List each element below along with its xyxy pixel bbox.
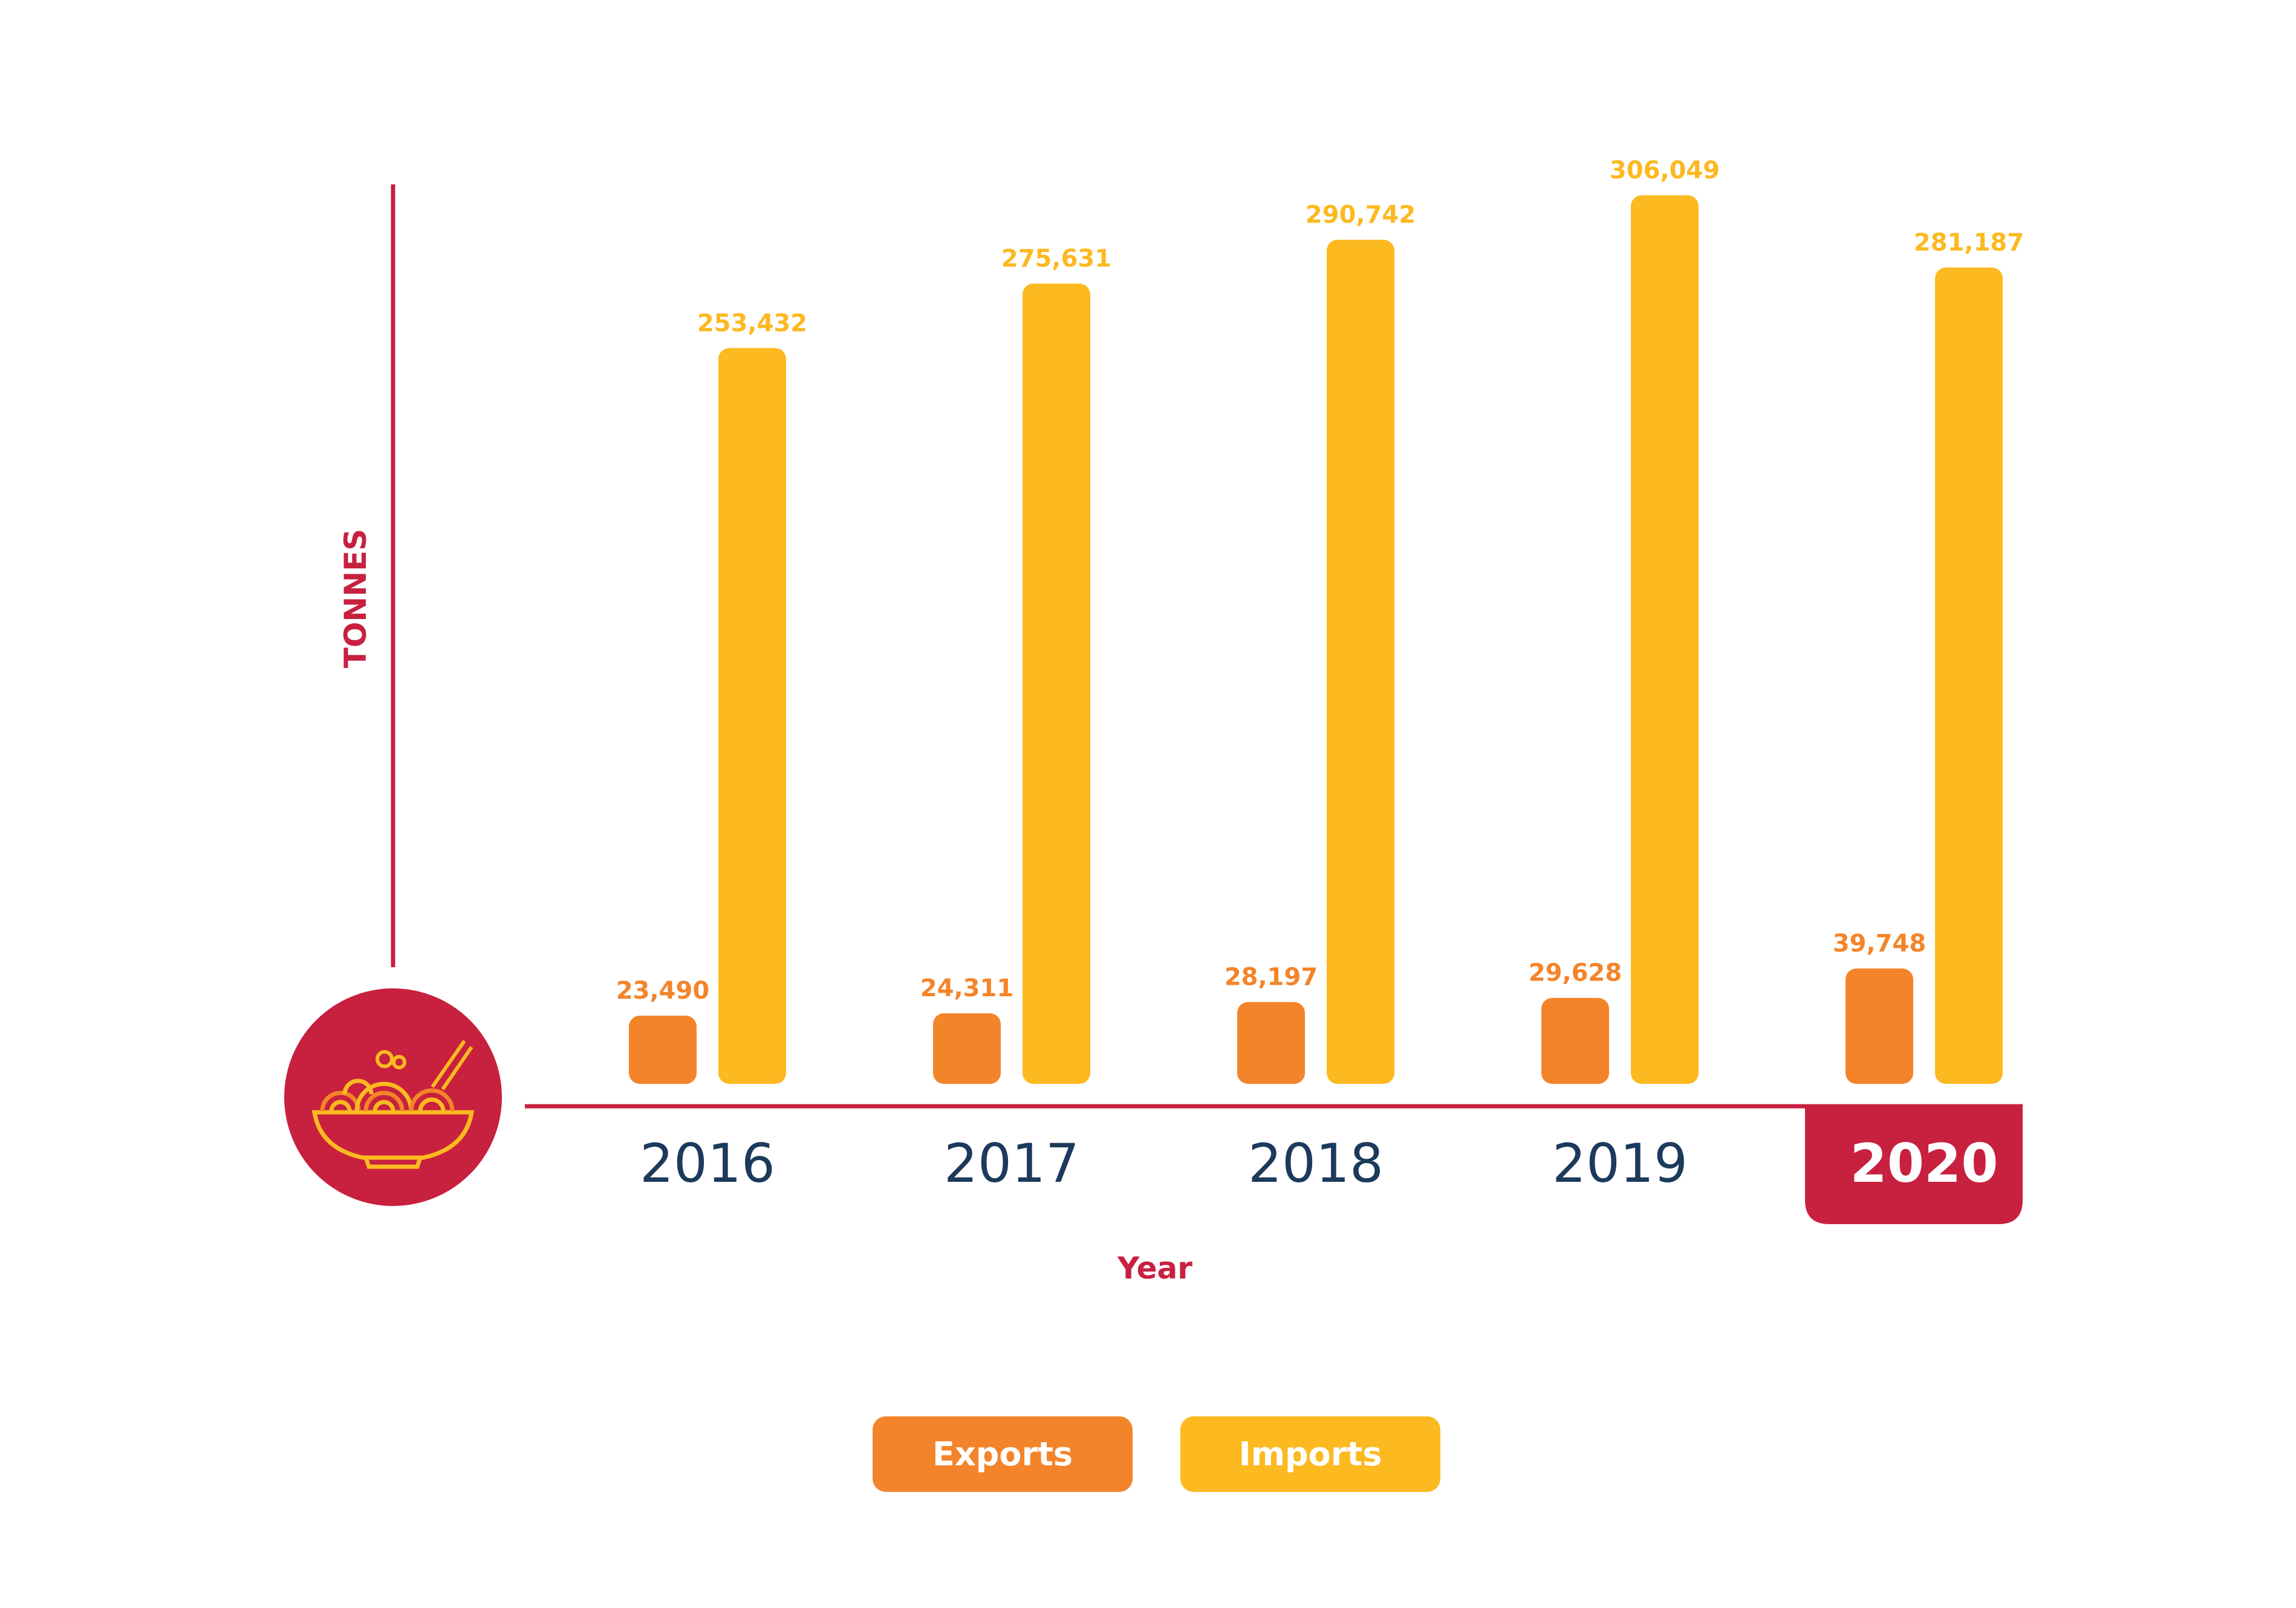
value-label-exports-2018: 28,197 — [1224, 964, 1318, 991]
y-axis-title: TONNES — [338, 529, 373, 668]
bar-exports-2019 — [1541, 997, 1609, 1084]
highlight-box-2020 — [1805, 1107, 2023, 1224]
bar-exports-2016 — [629, 1016, 697, 1084]
legend: Exports Imports — [873, 1416, 1440, 1492]
bar-exports-2018 — [1237, 1002, 1305, 1084]
year-label-2017: 2017 — [944, 1132, 1079, 1195]
value-label-exports-2017: 24,311 — [920, 974, 1013, 1002]
legend-label-imports: Imports — [1239, 1435, 1382, 1473]
bar-imports-2018 — [1327, 239, 1394, 1084]
legend-swatch-exports — [873, 1416, 1133, 1492]
value-label-exports-2016: 23,490 — [616, 977, 709, 1005]
value-label-imports-2017: 275,631 — [1001, 245, 1111, 273]
bar-imports-2019 — [1631, 195, 1699, 1084]
bars-layer: 23,490 253,432 2016 24,311 275,631 2017 28,197… — [616, 157, 2024, 1195]
value-label-imports-2016: 253,432 — [697, 310, 807, 337]
bar-exports-2020 — [1846, 968, 1913, 1084]
value-label-imports-2018: 290,742 — [1306, 201, 1416, 229]
value-label-exports-2019: 29,628 — [1529, 959, 1622, 987]
year-label-2020: 2020 — [1850, 1132, 1998, 1195]
legend-label-exports: Exports — [932, 1435, 1073, 1473]
noodle-bowl-icon — [284, 988, 502, 1206]
year-label-2016: 2016 — [640, 1132, 775, 1195]
bar-imports-2020 — [1935, 267, 2003, 1084]
value-label-exports-2020: 39,748 — [1833, 930, 1926, 958]
bar-imports-2017 — [1023, 284, 1090, 1084]
value-label-imports-2019: 306,049 — [1610, 157, 1720, 184]
value-label-imports-2020: 281,187 — [1914, 229, 2024, 256]
legend-swatch-imports — [1180, 1416, 1440, 1492]
x-axis-title: Year — [1117, 1251, 1192, 1286]
year-label-2018: 2018 — [1248, 1132, 1384, 1195]
year-label-2019: 2019 — [1552, 1132, 1688, 1195]
bar-exports-2017 — [933, 1013, 1001, 1084]
bar-imports-2016 — [718, 348, 786, 1084]
